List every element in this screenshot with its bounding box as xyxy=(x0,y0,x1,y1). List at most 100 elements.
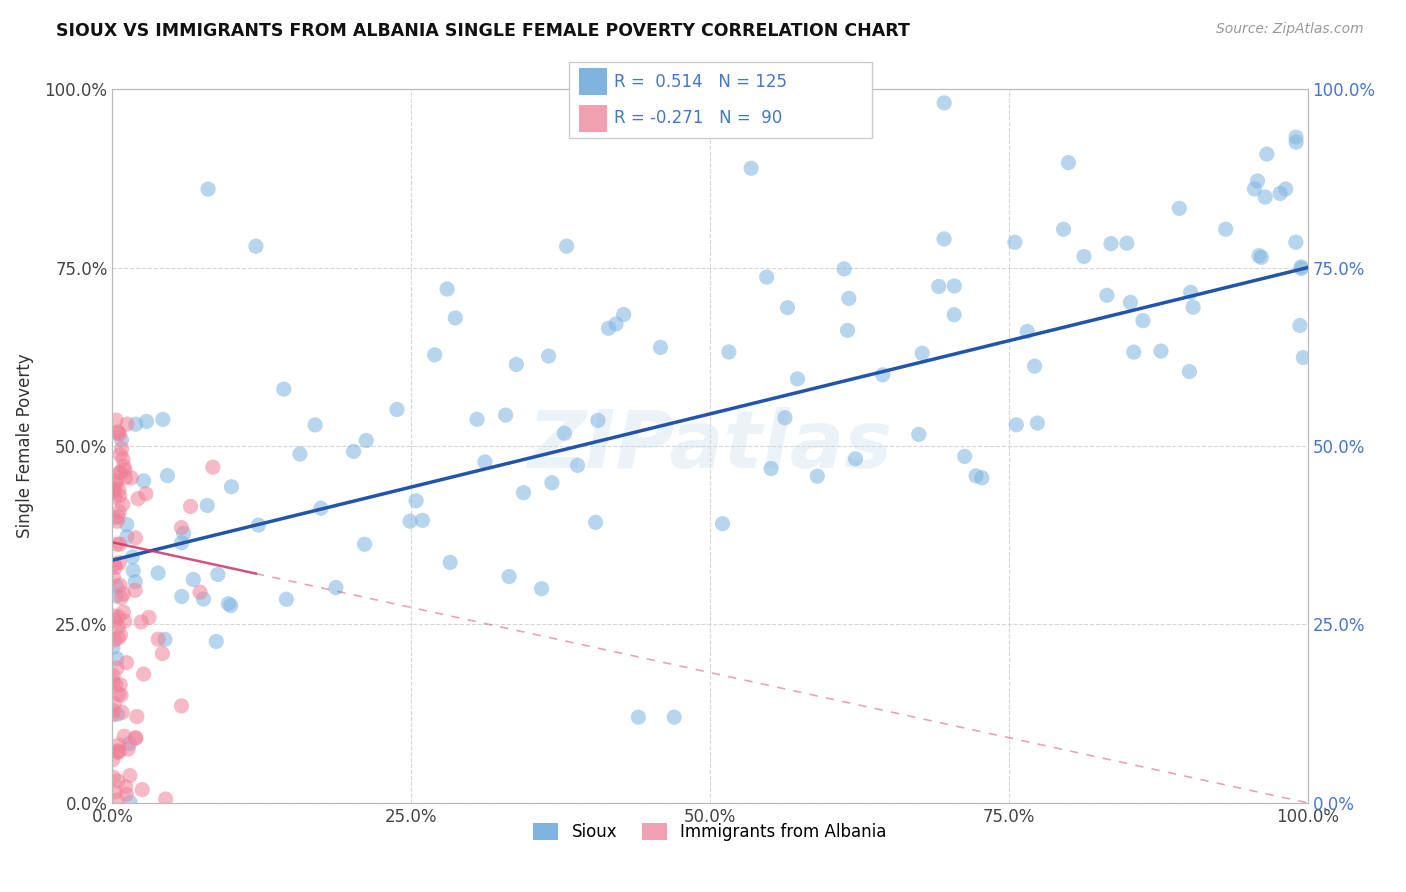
Point xyxy=(107,610,129,624)
Point xyxy=(117,742,139,756)
Point xyxy=(112,459,135,474)
Point xyxy=(103,674,125,689)
Point xyxy=(436,282,458,296)
Point xyxy=(1168,202,1191,216)
Point xyxy=(309,501,332,516)
Point xyxy=(107,631,129,645)
Point xyxy=(1246,174,1268,188)
Point xyxy=(110,628,132,642)
Point xyxy=(124,731,146,745)
Point xyxy=(114,614,136,628)
Point xyxy=(127,491,149,506)
Point xyxy=(114,463,136,477)
Point xyxy=(115,417,138,431)
Point xyxy=(276,592,298,607)
Point xyxy=(105,579,128,593)
Point xyxy=(444,310,467,325)
Point xyxy=(108,744,131,758)
Point xyxy=(627,710,650,724)
Point xyxy=(1250,251,1272,265)
Point xyxy=(107,738,129,752)
Point xyxy=(498,569,520,583)
Point xyxy=(108,483,131,497)
Point xyxy=(152,412,174,426)
Point xyxy=(103,697,125,711)
Point xyxy=(844,451,866,466)
Point xyxy=(201,460,224,475)
Point xyxy=(755,270,778,285)
Point xyxy=(943,308,966,322)
Point xyxy=(304,417,326,432)
Point xyxy=(107,620,129,634)
Point xyxy=(156,468,179,483)
Point xyxy=(148,632,170,647)
Point xyxy=(1289,318,1312,333)
Point xyxy=(111,706,134,720)
Point xyxy=(107,746,129,760)
Point xyxy=(114,780,136,794)
Point xyxy=(111,497,134,511)
Point xyxy=(1182,300,1205,314)
Point xyxy=(221,480,243,494)
Point xyxy=(1099,236,1122,251)
Point xyxy=(108,466,131,480)
Point xyxy=(1291,261,1313,276)
Point xyxy=(150,647,173,661)
Point xyxy=(101,753,124,767)
Point xyxy=(105,589,128,603)
Point xyxy=(1254,190,1277,204)
Point xyxy=(1274,182,1296,196)
Point xyxy=(124,417,146,432)
Point xyxy=(1178,365,1201,379)
Point xyxy=(1057,155,1080,169)
Point xyxy=(911,346,934,360)
Text: ZIPatlas: ZIPatlas xyxy=(527,407,893,485)
Point xyxy=(423,348,446,362)
Point xyxy=(717,345,740,359)
Point xyxy=(832,261,855,276)
Point xyxy=(1017,325,1039,339)
Point xyxy=(108,556,131,570)
Point xyxy=(1115,236,1137,251)
Point xyxy=(135,415,157,429)
Point xyxy=(411,513,433,527)
Point xyxy=(711,516,734,531)
Point xyxy=(1119,295,1142,310)
Point xyxy=(104,632,127,647)
Point xyxy=(108,489,131,503)
Point xyxy=(173,526,195,541)
Point xyxy=(114,470,136,484)
Point xyxy=(530,582,553,596)
Point xyxy=(155,792,177,806)
Point xyxy=(125,709,148,723)
Point xyxy=(273,382,295,396)
Point xyxy=(1268,186,1291,201)
Point xyxy=(124,531,146,545)
Point xyxy=(101,483,124,497)
Point xyxy=(103,484,125,499)
Point xyxy=(138,610,160,624)
Point xyxy=(110,688,132,702)
Point xyxy=(118,769,141,783)
Point xyxy=(465,412,488,426)
Point xyxy=(103,511,125,525)
Point xyxy=(103,570,125,584)
Point xyxy=(786,372,808,386)
Point xyxy=(170,536,193,550)
Point xyxy=(107,425,129,439)
Point xyxy=(953,450,976,464)
Point xyxy=(399,514,422,528)
Point xyxy=(105,537,128,551)
Point xyxy=(439,555,461,569)
Point xyxy=(605,317,627,331)
Point xyxy=(740,161,762,176)
Point xyxy=(664,710,686,724)
Point xyxy=(108,578,131,592)
Point xyxy=(104,491,127,505)
Point xyxy=(110,433,132,447)
Point xyxy=(288,447,311,461)
Point xyxy=(512,485,534,500)
Point xyxy=(474,455,496,469)
Point xyxy=(104,678,127,692)
Point xyxy=(1289,260,1312,274)
